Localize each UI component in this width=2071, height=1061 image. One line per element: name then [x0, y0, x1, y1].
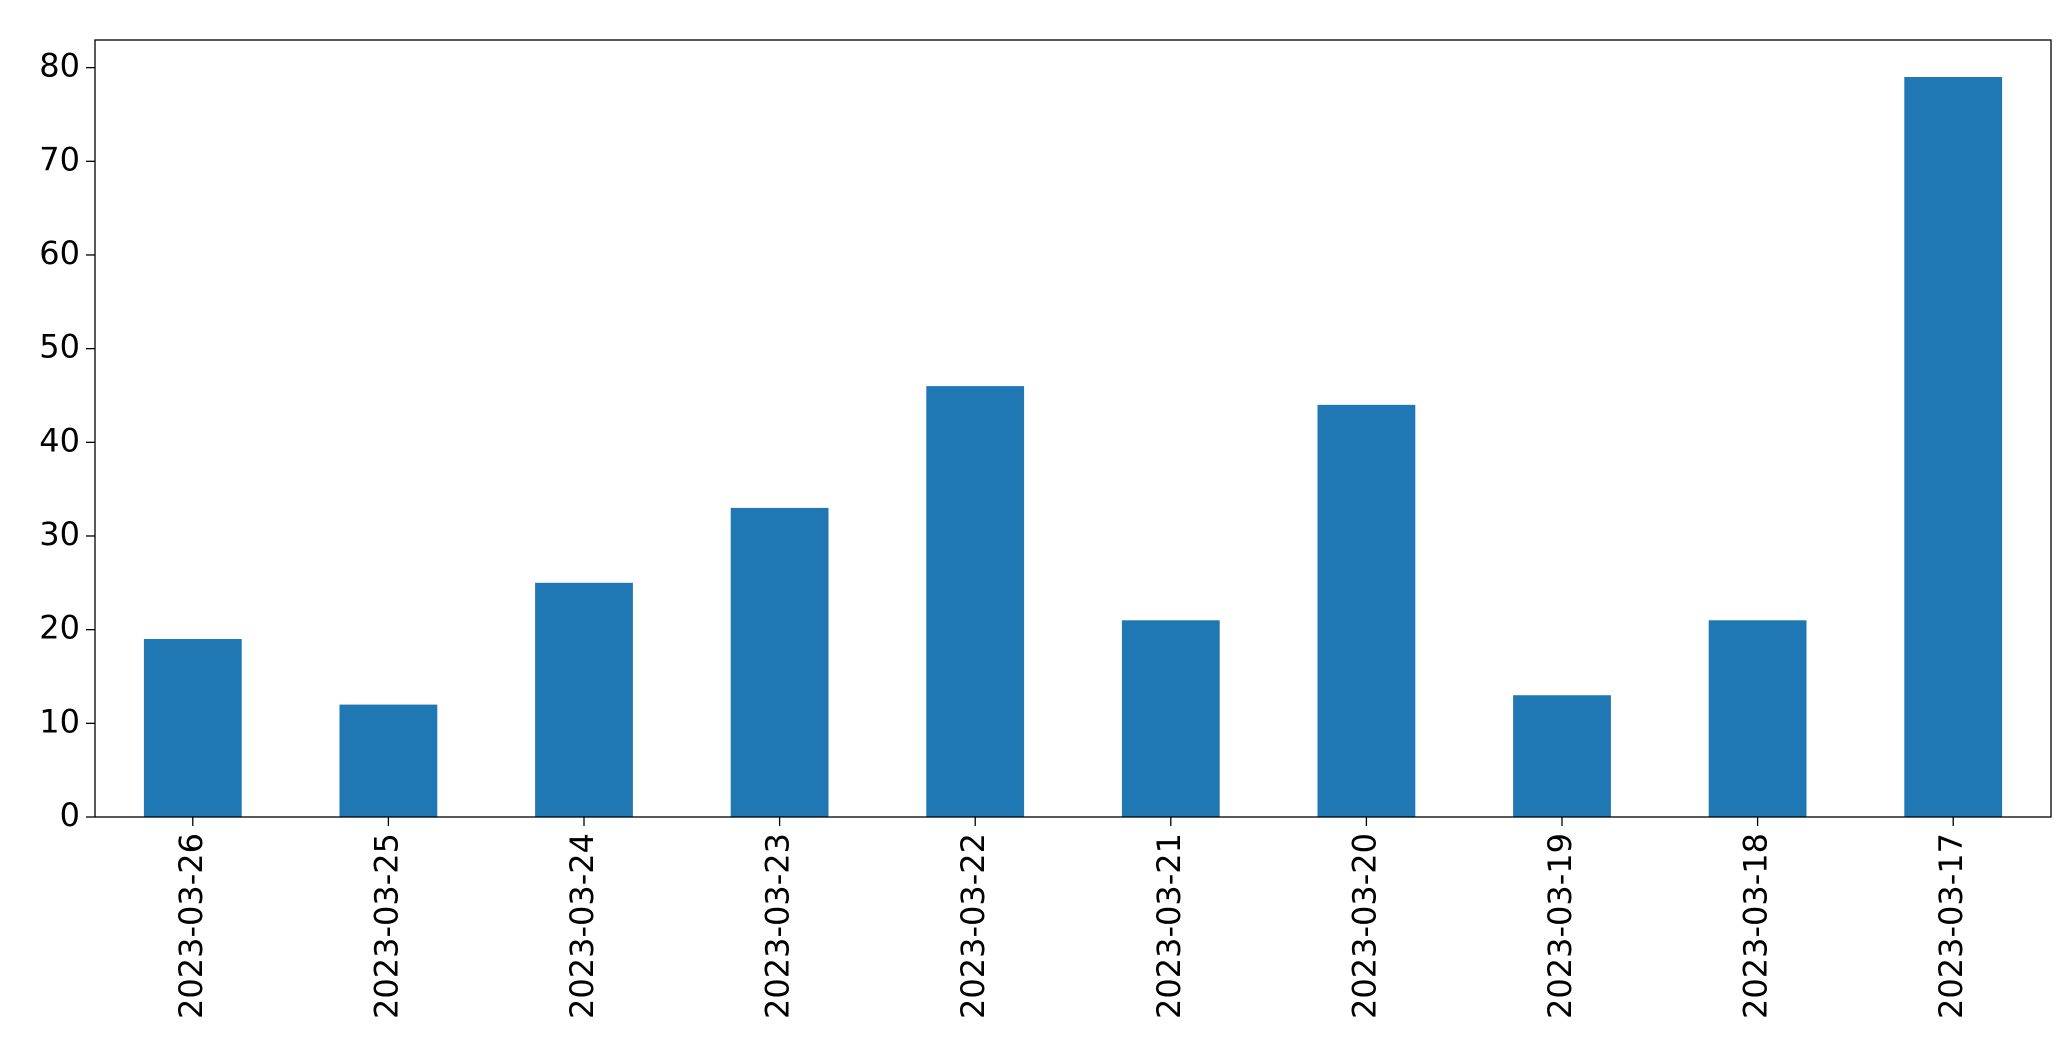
bar [143, 639, 242, 817]
y-tick-label: 60 [39, 234, 80, 272]
bar [926, 386, 1025, 817]
bar [1904, 77, 2003, 817]
bar [535, 582, 633, 817]
y-tick-label: 80 [39, 47, 80, 85]
x-tick-label: 2023-03-24 [563, 833, 601, 1019]
x-tick-label: 2023-03-20 [1345, 833, 1383, 1019]
bar [1513, 695, 1611, 817]
x-tick-label: 2023-03-25 [367, 833, 405, 1019]
y-tick-label: 50 [39, 328, 80, 366]
x-tick-label: 2023-03-19 [1541, 833, 1579, 1019]
bar [339, 704, 438, 817]
y-tick-label: 10 [39, 702, 80, 740]
x-tick-label: 2023-03-22 [954, 833, 992, 1019]
x-tick-label: 2023-03-17 [1932, 833, 1970, 1019]
y-tick-label: 40 [39, 421, 80, 459]
x-tick-label: 2023-03-26 [172, 833, 210, 1019]
y-tick-label: 20 [39, 609, 80, 647]
x-tick-label: 2023-03-21 [1150, 833, 1188, 1019]
y-tick-label: 0 [60, 796, 80, 834]
y-tick-label: 70 [39, 140, 80, 178]
y-tick-label: 30 [39, 515, 80, 553]
bar [730, 507, 829, 817]
bar [1317, 404, 1416, 817]
x-tick-label: 2023-03-23 [759, 833, 797, 1019]
x-tick-label: 2023-03-18 [1737, 833, 1775, 1019]
bar [1708, 620, 1807, 817]
plot-frame [94, 39, 2052, 818]
bar [1121, 620, 1220, 817]
